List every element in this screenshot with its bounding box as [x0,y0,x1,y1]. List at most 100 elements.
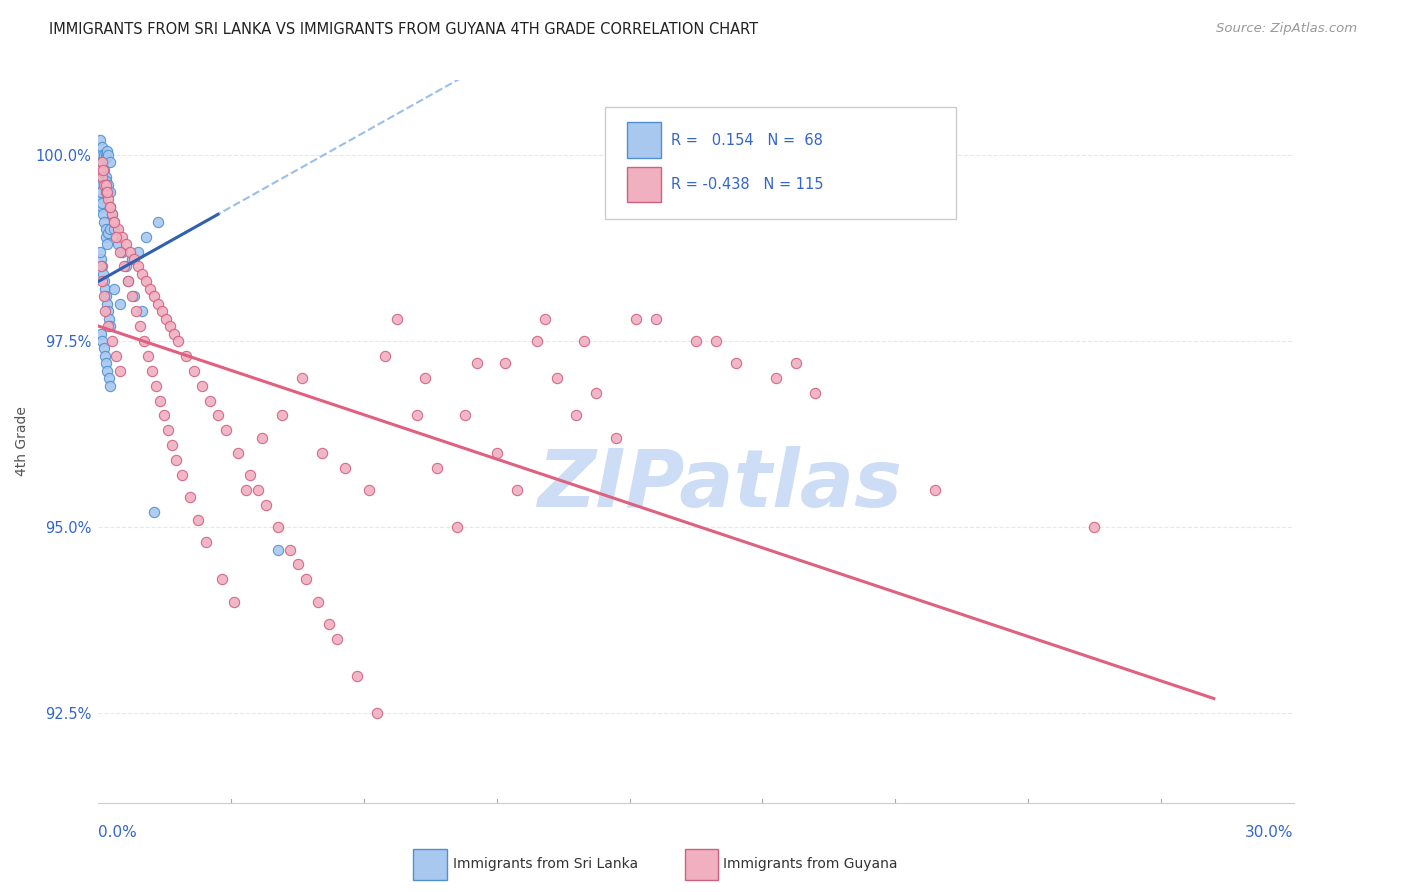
Point [98,200,121,214]
Point [103,282,125,296]
Point [117,274,139,288]
Point [149,393,172,408]
Point [131,304,153,318]
Point [98,185,121,199]
Point [93,342,115,356]
Point [346,669,368,683]
Point [91,334,114,348]
Point [93,289,115,303]
Point [120,244,142,259]
Point [267,520,290,534]
Point [765,371,787,385]
Point [96,152,118,166]
Point [90,252,112,266]
Point [704,334,727,348]
Point [91,196,114,211]
Text: R = -0.438   N = 115: R = -0.438 N = 115 [671,178,823,192]
Text: ZIPatlas: ZIPatlas [537,446,903,524]
Point [226,446,249,460]
Point [97,148,120,162]
Point [96,185,118,199]
Point [385,311,409,326]
Point [97,226,120,240]
Point [924,483,946,497]
Point [89,162,111,177]
Point [454,409,477,423]
Point [94,304,117,318]
Point [148,215,170,229]
Point [139,282,162,296]
Point [96,185,118,199]
Point [97,319,120,334]
Point [1083,520,1105,534]
Point [94,170,117,185]
Point [167,334,190,348]
Point [91,267,114,281]
Point [307,595,329,609]
Point [101,207,124,221]
Point [96,364,118,378]
Point [494,356,516,370]
Point [335,460,357,475]
Text: 0.0%: 0.0% [98,825,138,840]
Point [366,706,388,721]
Point [96,174,118,188]
Point [96,144,118,158]
Point [93,215,115,229]
Point [160,438,183,452]
Point [91,155,114,169]
Point [311,446,333,460]
Point [785,356,807,370]
Point [90,155,112,169]
Point [112,260,135,274]
Point [153,409,176,423]
Point [90,170,112,185]
Point [97,311,120,326]
Point [165,453,187,467]
Point [94,356,117,370]
Point [115,260,138,274]
Point [91,260,114,274]
Point [374,349,396,363]
Point [105,229,128,244]
Point [90,200,112,214]
Point [91,207,114,221]
Text: Source: ZipAtlas.com: Source: ZipAtlas.com [1216,22,1357,36]
Point [141,364,163,378]
Point [574,334,596,348]
Point [804,386,827,401]
Point [506,483,529,497]
Point [291,371,314,385]
Point [159,319,181,334]
Point [111,244,134,259]
Point [89,193,111,207]
Point [533,311,555,326]
Point [626,311,648,326]
Point [108,364,131,378]
Point [413,371,436,385]
Point [150,304,173,318]
Point [96,185,118,199]
Point [326,632,349,646]
Point [121,252,143,266]
Point [157,423,180,437]
Point [110,297,132,311]
Point [172,468,194,483]
Point [198,393,221,408]
Point [585,386,607,401]
Point [89,244,111,259]
Point [294,572,316,586]
Point [91,148,114,162]
Point [93,274,115,288]
Point [485,446,508,460]
Text: R =   0.154   N =  68: R = 0.154 N = 68 [671,133,823,147]
Point [287,558,309,572]
Point [124,289,146,303]
Point [195,535,218,549]
Point [1223,803,1246,817]
Point [98,222,122,236]
Point [97,193,120,207]
Point [90,185,112,199]
Text: 30.0%: 30.0% [1246,825,1294,840]
Point [91,162,114,177]
